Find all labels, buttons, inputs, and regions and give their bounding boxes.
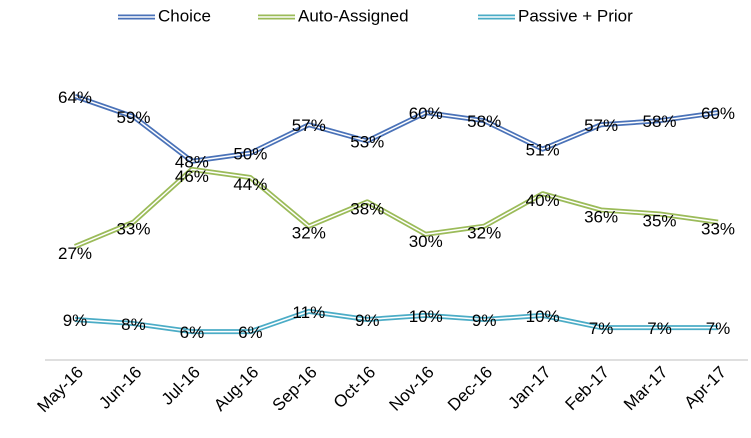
data-label: 27% <box>58 244 92 263</box>
data-label: 7% <box>647 319 672 338</box>
data-label: 58% <box>643 112 677 131</box>
x-tick-label: Feb-17 <box>562 363 614 415</box>
data-label: 9% <box>472 311 497 330</box>
x-tick-label: May-16 <box>33 363 87 417</box>
data-label: 51% <box>526 141 560 160</box>
data-label: 10% <box>409 307 443 326</box>
data-label: 11% <box>292 303 325 322</box>
data-label: 33% <box>116 220 150 239</box>
data-label: 57% <box>292 116 326 135</box>
data-label: 9% <box>355 311 380 330</box>
data-label: 9% <box>63 311 88 330</box>
data-label: 57% <box>584 116 618 135</box>
data-label: 10% <box>526 307 560 326</box>
series-line-inner <box>74 95 719 163</box>
data-label: 7% <box>706 319 731 338</box>
data-label: 6% <box>180 323 205 342</box>
data-label: 64% <box>58 88 92 107</box>
series-line-inner <box>74 310 718 333</box>
data-label: 8% <box>121 315 146 334</box>
data-label: 30% <box>409 232 443 251</box>
x-tick-label: Mar-17 <box>620 363 672 415</box>
data-label: 32% <box>467 224 501 243</box>
legend-label: Auto-Assigned <box>298 6 409 25</box>
data-label: 36% <box>584 207 618 226</box>
data-label: 7% <box>589 319 614 338</box>
x-tick-label: Apr-17 <box>680 363 730 413</box>
data-label: 40% <box>526 191 560 210</box>
x-tick-label: Oct-16 <box>330 363 380 413</box>
data-label: 48% <box>175 153 209 172</box>
series-line-inner <box>74 168 719 248</box>
data-label: 60% <box>409 104 443 123</box>
data-label: 58% <box>467 112 501 131</box>
x-tick-label: Jan-17 <box>504 363 554 413</box>
x-tick-label: Jun-16 <box>95 363 145 413</box>
data-label: 35% <box>643 211 677 230</box>
data-label: 60% <box>701 104 735 123</box>
x-tick-label: Nov-16 <box>386 363 438 415</box>
series-line <box>74 93 719 164</box>
legend-label: Passive + Prior <box>518 6 633 25</box>
data-label: 53% <box>350 132 384 151</box>
data-label: 6% <box>238 323 263 342</box>
data-label: 59% <box>116 108 150 127</box>
x-tick-label: Aug-16 <box>210 363 262 415</box>
legend-label: Choice <box>158 6 211 25</box>
data-label: 46% <box>175 167 209 186</box>
data-label: 44% <box>233 175 267 194</box>
data-label: 33% <box>701 220 735 239</box>
data-label: 50% <box>233 145 267 164</box>
x-tick-label: Sep-16 <box>269 363 321 415</box>
x-tick-label: Dec-16 <box>444 363 496 415</box>
x-tick-label: Jul-16 <box>158 363 204 409</box>
data-label: 38% <box>350 199 384 218</box>
data-label: 32% <box>292 224 326 243</box>
series-line <box>74 166 719 249</box>
